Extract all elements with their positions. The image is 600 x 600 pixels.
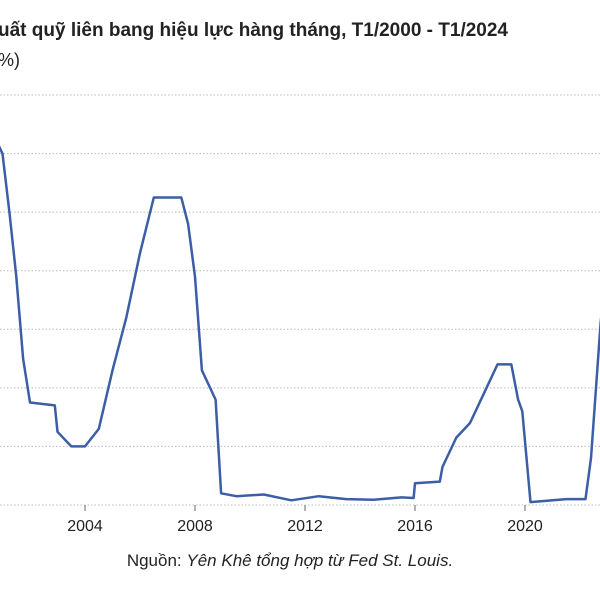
x-tick-label: 2008	[177, 518, 213, 535]
x-tick-label: 2004	[67, 518, 103, 535]
x-tick-label: 2012	[287, 518, 323, 535]
chart-title: uất quỹ liên bang hiệu lực hàng tháng, T…	[0, 20, 508, 41]
source-label: Nguồn:	[127, 551, 182, 570]
x-tick-label: 2020	[507, 518, 543, 535]
source-note: Nguồn: Yên Khê tổng hợp từ Fed St. Louis…	[127, 551, 453, 570]
source-text: Yên Khê tổng hợp từ Fed St. Louis.	[186, 551, 453, 570]
chart-subtitle: %)	[0, 50, 20, 70]
x-tick-label: 2016	[397, 518, 433, 535]
data-line	[0, 145, 600, 504]
